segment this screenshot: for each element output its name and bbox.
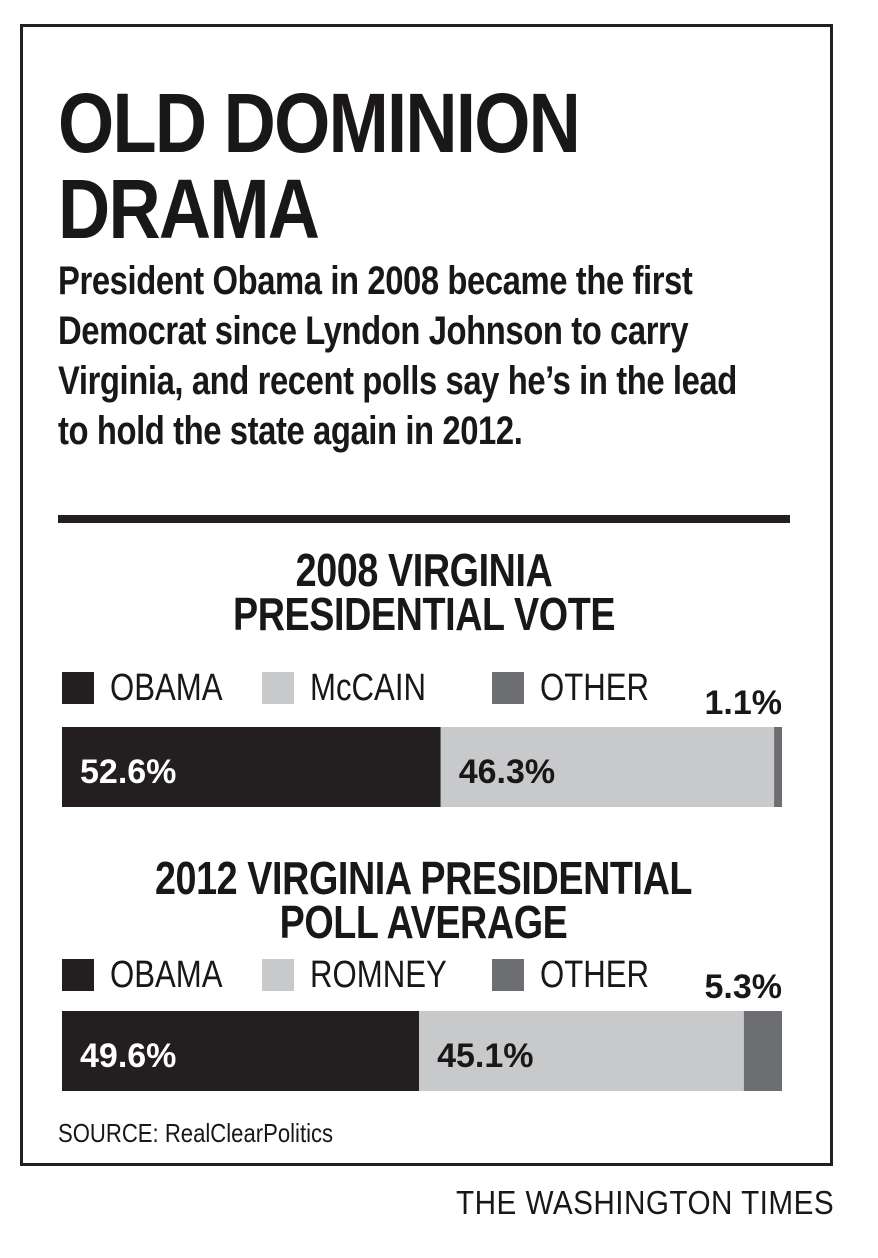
publisher-credit: THE WASHINGTON TIMES — [455, 1184, 834, 1221]
legend-label-romney-2012: ROMNEY — [310, 954, 447, 996]
bar-segment-obama-2012 — [62, 1011, 420, 1091]
chart-2008-stacked-bar: 52.6% 46.3% 1.1% — [62, 684, 783, 807]
data-label-mccain-2008: 46.3% — [459, 753, 555, 791]
legend-label-obama-2012: OBAMA — [110, 954, 223, 996]
graphic-frame — [20, 24, 833, 1166]
legend-label-mccain-2008: McCAIN — [310, 667, 426, 709]
bar-segment-other-2012 — [743, 1011, 782, 1091]
section-divider — [58, 515, 790, 523]
chart-2012-stacked-bar: 49.6% 45.1% 5.3% — [62, 968, 783, 1091]
legend-swatch-obama-2008 — [62, 672, 94, 704]
chart-2012-title-text: 2012 VIRGINIA PRESIDENTIAL POLL AVERAGE — [155, 852, 693, 948]
data-label-obama-2012: 49.6% — [80, 1037, 176, 1075]
data-label-other-2012: 5.3% — [705, 968, 783, 1006]
bar-segment-mccain-2008 — [440, 727, 775, 807]
bar-segment-romney-2012 — [419, 1011, 744, 1091]
source-note: SOURCE: RealClearPolitics — [58, 1118, 334, 1148]
legend-swatch-mccain-2008 — [262, 672, 294, 704]
intro-text: President Obama in 2008 became the first… — [58, 259, 737, 453]
chart-2012-title: 2012 VIRGINIA PRESIDENTIAL POLL AVERAGE — [58, 852, 790, 948]
legend-swatch-obama-2012 — [62, 959, 94, 991]
legend-label-other-2012: OTHER — [540, 954, 650, 996]
legend-label-obama-2008: OBAMA — [110, 667, 223, 709]
legend-label-other-2008: OTHER — [540, 667, 650, 709]
bar-segment-obama-2008 — [62, 727, 441, 807]
data-label-obama-2008: 52.6% — [80, 753, 176, 791]
data-label-other-2008: 1.1% — [705, 684, 783, 722]
data-label-romney-2012: 45.1% — [437, 1037, 533, 1075]
chart-2008-title: 2008 VIRGINIA PRESIDENTIAL VOTE — [58, 544, 790, 640]
chart-2008-title-text: 2008 VIRGINIA PRESIDENTIAL VOTE — [232, 544, 616, 640]
headline: OLD DOMINION DRAMA — [58, 76, 581, 256]
legend-swatch-romney-2012 — [262, 959, 294, 991]
bar-segment-other-2008 — [774, 727, 782, 807]
legend-swatch-other-2012 — [492, 959, 524, 991]
legend-swatch-other-2008 — [492, 672, 524, 704]
